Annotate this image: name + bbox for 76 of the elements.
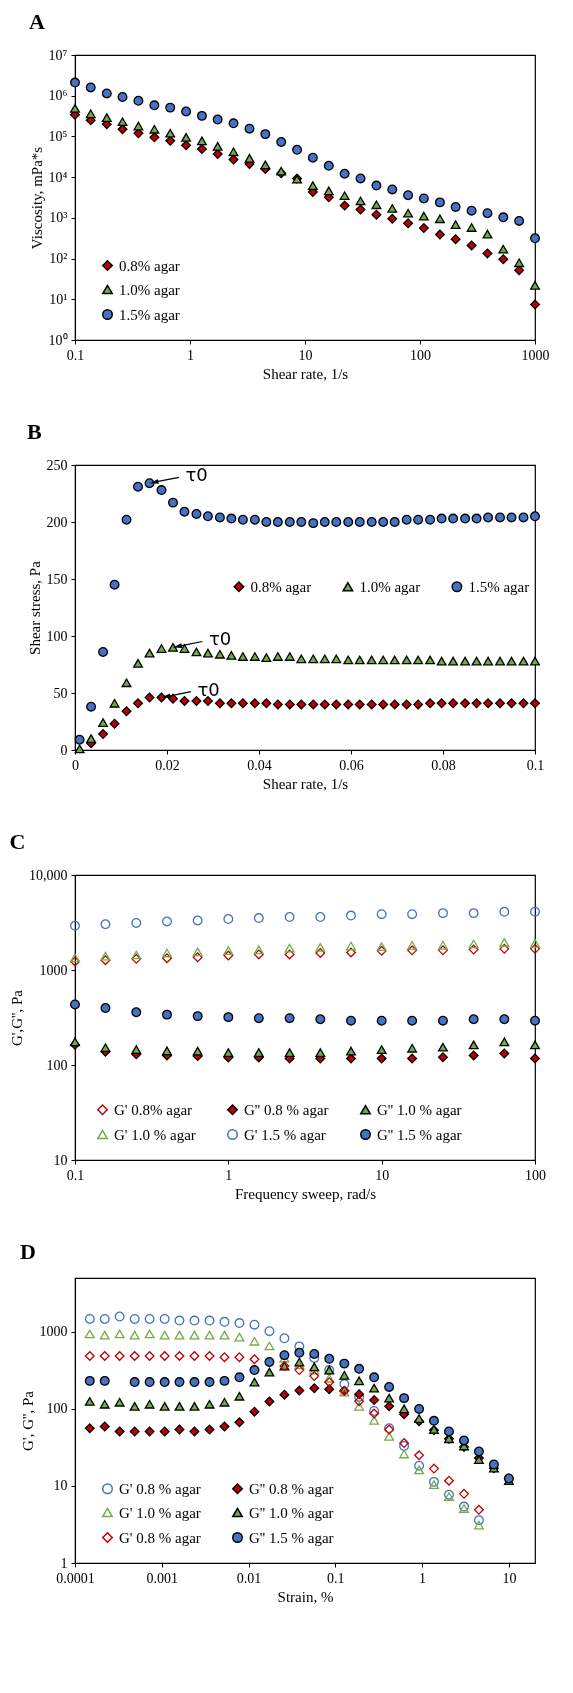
x-tick-label: 0 — [72, 757, 79, 773]
legend-label: G' 1.0 % agar — [119, 1504, 201, 1521]
legend-label: G' 0.8 % agar — [119, 1480, 201, 1497]
x-tick-label: 0.0001 — [56, 1570, 95, 1586]
x-tick-label: 0.01 — [236, 1570, 262, 1586]
annotation: τ0 — [185, 464, 208, 486]
y-tick-label: 250 — [46, 457, 68, 473]
x-tick-label: 1 — [225, 1167, 233, 1183]
y-tick-label: 100 — [46, 1401, 68, 1417]
legend-label: 1.5% agar — [119, 306, 180, 323]
x-tick-label: 1000 — [521, 347, 550, 363]
y-axis-title: G', G'', Pa — [19, 1390, 36, 1451]
legend-label: 1.5% agar — [468, 578, 530, 595]
y-tick-label: 100 — [46, 1057, 68, 1073]
x-tick-label: 0.1 — [327, 1570, 345, 1586]
legend-label: 1.0% agar — [359, 578, 421, 595]
legend-label: G'' 1.5 % agar — [377, 1126, 462, 1143]
y-tick-label: 100 — [46, 628, 68, 644]
y-tick-label: 10⁷ — [48, 47, 68, 63]
x-tick-label: 10 — [298, 347, 313, 363]
legend-label: 0.8% agar — [250, 578, 312, 595]
x-tick-label: 100 — [410, 347, 431, 363]
y-tick-label: 200 — [46, 514, 68, 530]
chart-title: D — [20, 1239, 36, 1264]
y-tick-label: 10⁵ — [48, 128, 68, 144]
x-tick-label: 0.1 — [526, 757, 545, 773]
y-axis-title: Shear stress, Pa — [26, 560, 43, 655]
y-tick-label: 10⁴ — [48, 169, 68, 185]
y-tick-label: 0 — [60, 742, 68, 758]
legend-label: G' 0.8 % agar — [119, 1529, 201, 1546]
legend-label: 0.8% agar — [119, 257, 180, 274]
x-tick-label: 0.08 — [431, 757, 456, 773]
y-tick-label: 10⁰ — [48, 332, 68, 348]
y-tick-label: 10 — [53, 1152, 68, 1168]
chart-title: C — [9, 829, 26, 854]
y-tick-label: 10 — [53, 1478, 68, 1494]
y-tick-label: 1000 — [39, 1324, 68, 1340]
legend-label: G' 1.0 % agar — [114, 1126, 196, 1143]
y-tick-label: 150 — [46, 571, 68, 587]
legend-label: G'' 1.0 % agar — [249, 1504, 334, 1521]
legend-label: G'' 1.5 % agar — [249, 1529, 334, 1546]
annotation: τ0 — [208, 628, 232, 650]
x-tick-label: 0.1 — [66, 347, 85, 363]
x-tick-label: 0.06 — [339, 757, 364, 773]
x-tick-label: 100 — [525, 1167, 546, 1183]
chart-title: A — [29, 9, 45, 34]
legend-label: G' 1.5 % agar — [244, 1126, 326, 1143]
x-tick-label: 1 — [419, 1570, 427, 1586]
x-tick-label: 0.04 — [247, 757, 272, 773]
y-tick-label: 1000 — [39, 962, 68, 978]
x-tick-label: 10 — [502, 1570, 517, 1586]
legend-label: G'' 0.8 % agar — [249, 1480, 334, 1497]
y-axis-title: G',G'', Pa — [9, 989, 25, 1047]
annotation: τ0 — [197, 678, 220, 700]
x-axis-title: Shear rate, 1/s — [262, 775, 349, 792]
x-axis-title: Shear rate, 1/s — [262, 365, 349, 382]
y-axis-title: Viscosity, mPa*s — [28, 146, 45, 250]
legend-label: 1.0% agar — [119, 281, 180, 298]
y-tick-label: 10⁶ — [48, 88, 68, 104]
y-tick-label: 10² — [49, 251, 68, 267]
y-tick-label: 10¹ — [49, 291, 68, 307]
x-tick-label: 1 — [187, 347, 194, 363]
legend-label: G'' 0.8 % agar — [244, 1101, 329, 1118]
legend-label: G'' 1.0 % agar — [377, 1101, 462, 1118]
y-tick-label: 1 — [60, 1555, 68, 1571]
x-tick-label: 10 — [375, 1167, 390, 1183]
y-tick-label: 50 — [53, 685, 68, 701]
x-axis-title: Strain, % — [277, 1588, 334, 1605]
x-tick-label: 0.001 — [146, 1570, 179, 1586]
x-axis-title: Frequency sweep, rad/s — [234, 1185, 377, 1202]
y-tick-label: 10³ — [49, 210, 68, 226]
x-tick-label: 0.1 — [66, 1167, 85, 1183]
legend-label: G' 0.8% agar — [114, 1101, 193, 1118]
chart-title: B — [27, 419, 42, 444]
x-tick-label: 0.02 — [155, 757, 180, 773]
y-tick-label: 10,000 — [29, 867, 68, 883]
